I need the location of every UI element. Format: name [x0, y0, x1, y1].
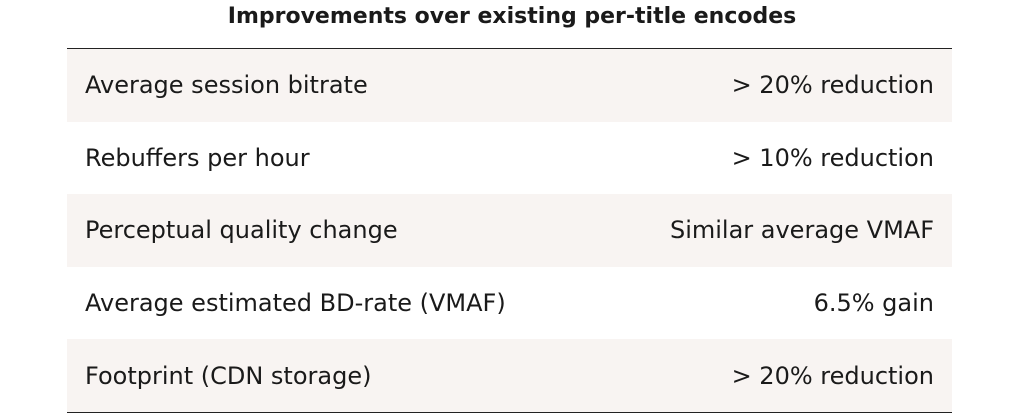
improvements-table: Average session bitrate > 20% reduction … [67, 48, 952, 413]
row-value: > 10% reduction [731, 143, 934, 172]
row-label: Footprint (CDN storage) [85, 361, 372, 390]
table-title: Improvements over existing per-title enc… [227, 4, 797, 29]
row-label: Average estimated BD-rate (VMAF) [85, 289, 506, 318]
row-value: > 20% reduction [731, 71, 934, 100]
row-label: Average session bitrate [85, 71, 368, 100]
row-label: Rebuffers per hour [85, 143, 310, 172]
table-row: Average session bitrate > 20% reduction [67, 49, 952, 122]
row-value: 6.5% gain [813, 289, 934, 318]
table-row: Rebuffers per hour > 10% reduction [67, 122, 952, 195]
table-row: Average estimated BD-rate (VMAF) 6.5% ga… [67, 267, 952, 340]
row-value: > 20% reduction [731, 361, 934, 390]
table-row: Footprint (CDN storage) > 20% reduction [67, 339, 952, 412]
row-label: Perceptual quality change [85, 216, 398, 245]
table-row: Perceptual quality change Similar averag… [67, 194, 952, 267]
row-value: Similar average VMAF [669, 216, 934, 245]
